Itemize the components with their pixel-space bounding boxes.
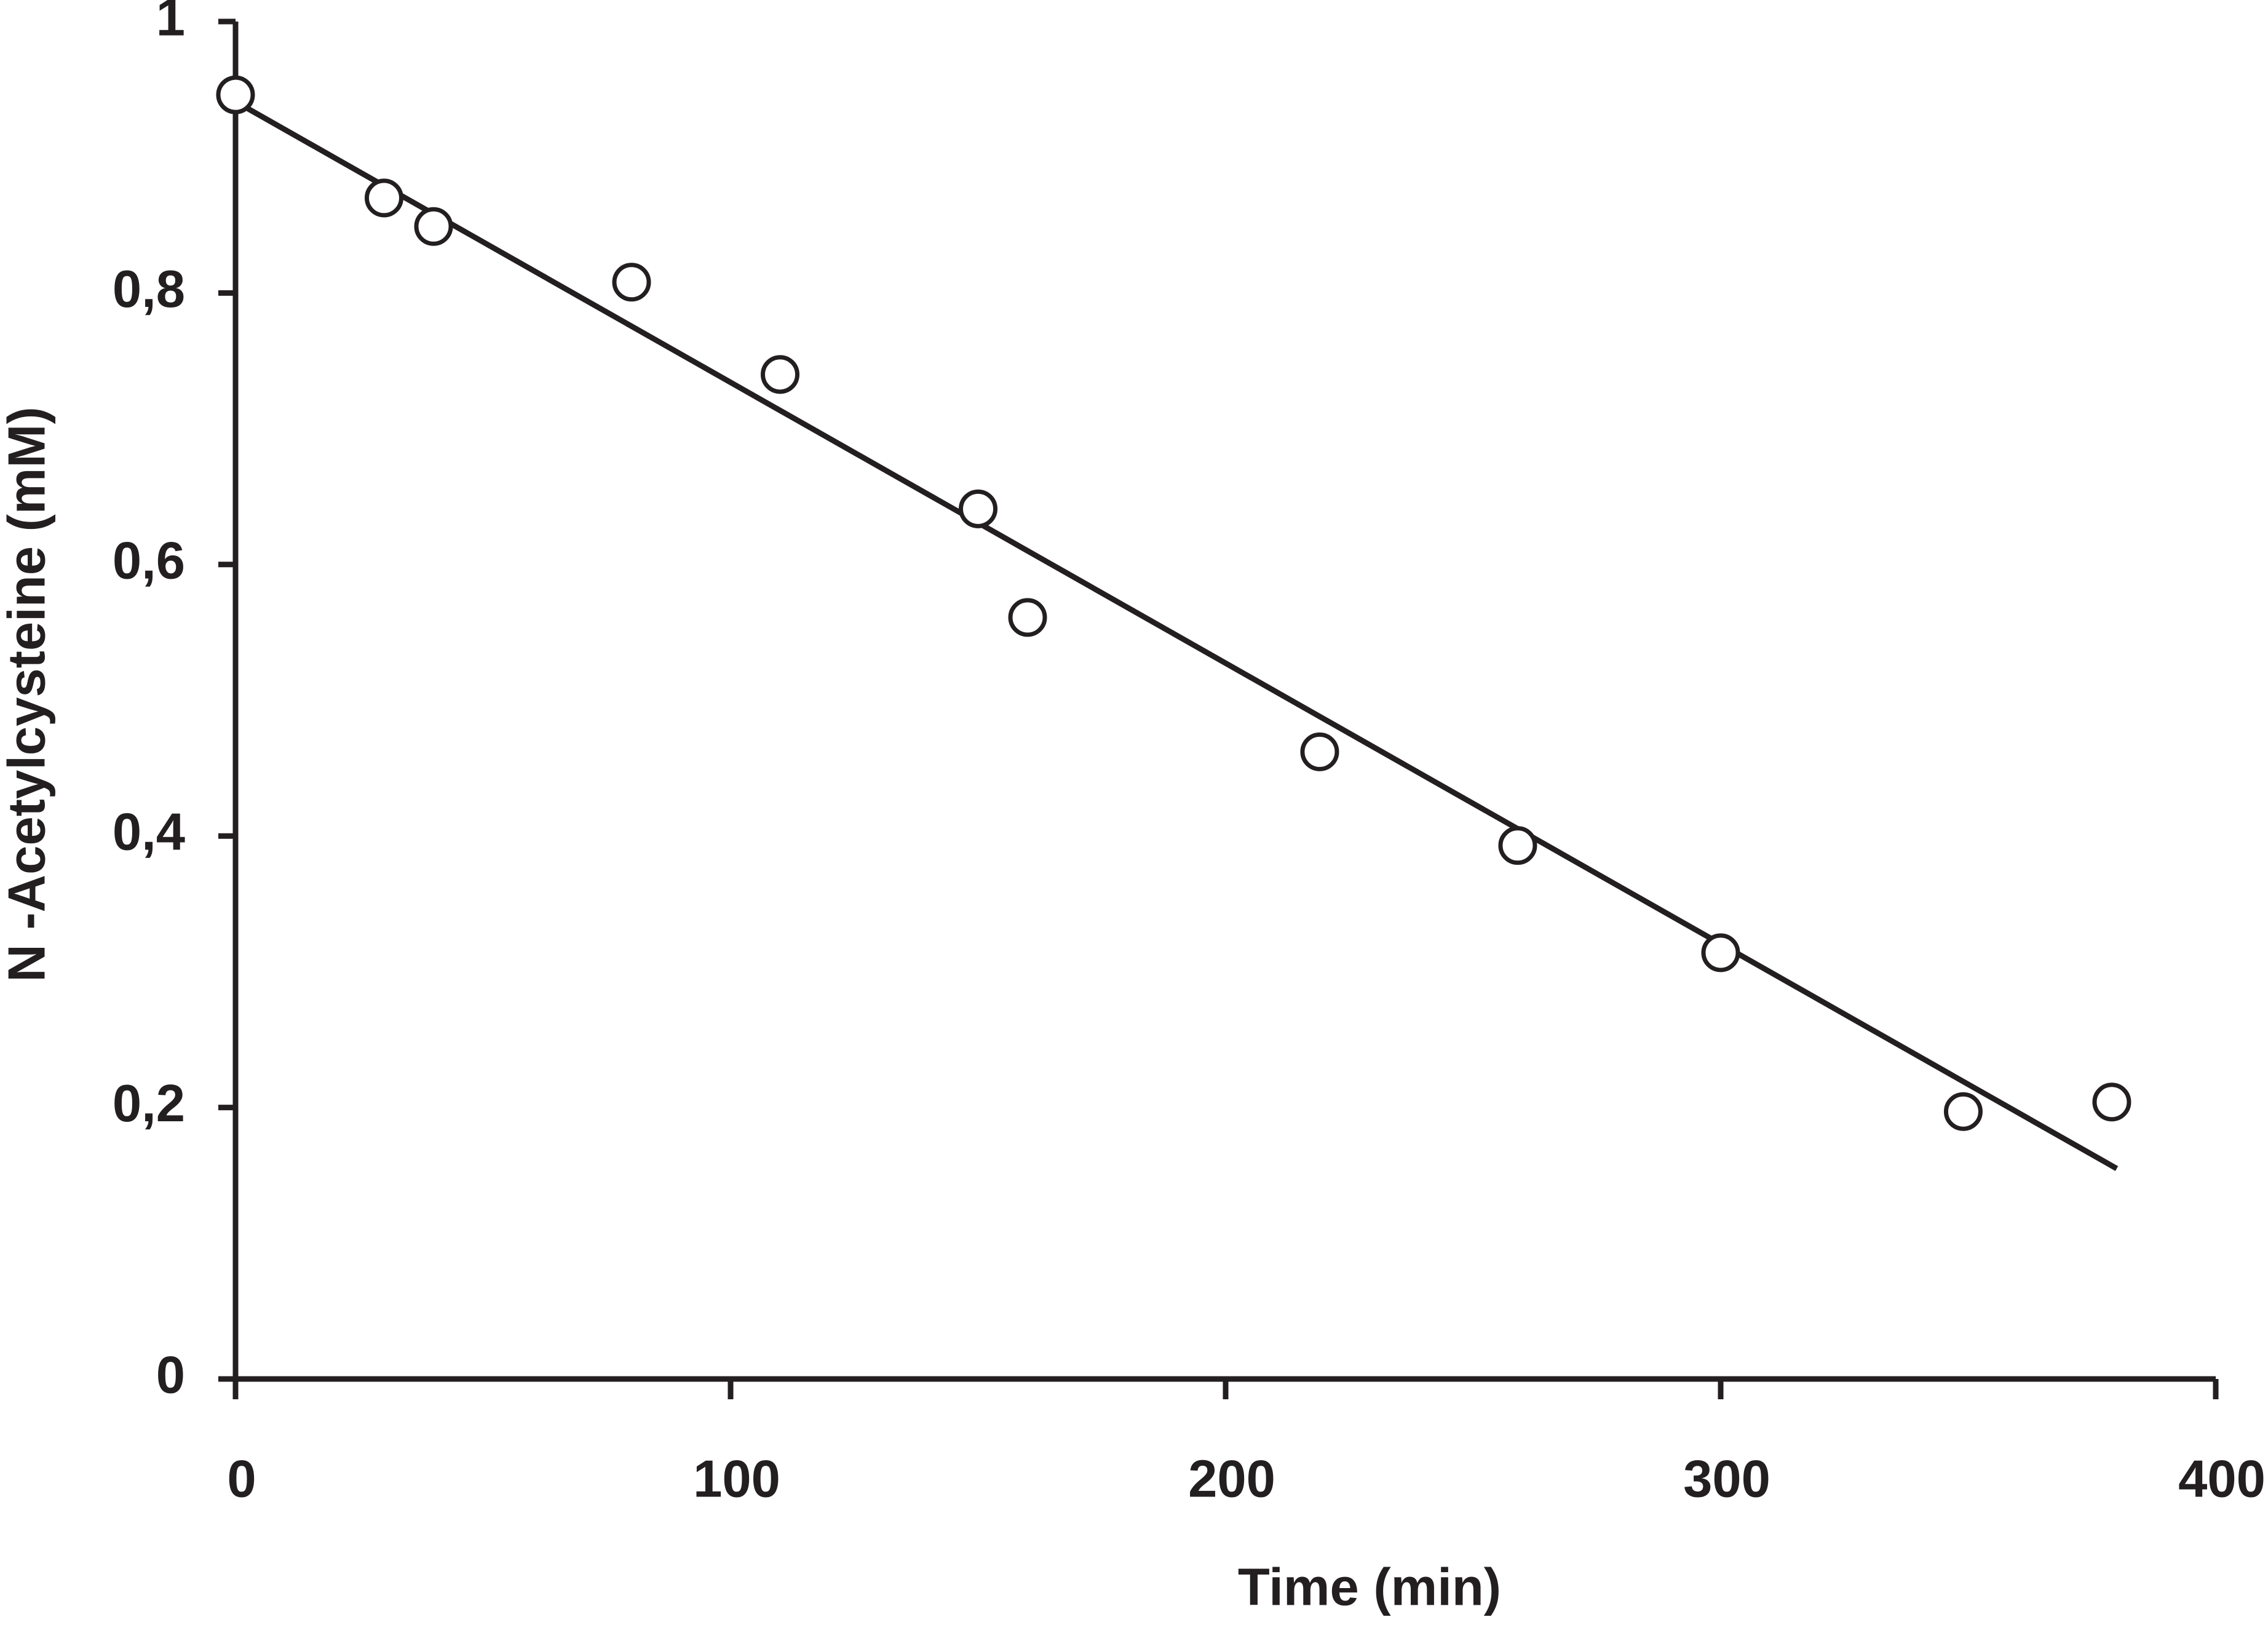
- data-point: [365, 178, 403, 218]
- data-point: [1300, 732, 1339, 771]
- data-point: [2092, 1083, 2131, 1122]
- x-tick-label: 0: [227, 1450, 256, 1508]
- data-point: [216, 75, 255, 114]
- data-point: [1701, 933, 1740, 972]
- y-tick-label: 0,4: [113, 803, 185, 862]
- x-tick-label: 300: [1683, 1450, 1770, 1508]
- x-tick-label: 200: [1188, 1450, 1275, 1508]
- data-point: [414, 207, 453, 246]
- data-point: [761, 355, 799, 394]
- y-tick-label: 0,8: [113, 260, 185, 319]
- data-point: [1498, 826, 1537, 865]
- data-point: [1943, 1092, 1983, 1131]
- data-point: [959, 489, 997, 528]
- data-point: [1008, 598, 1047, 637]
- x-tick-label: 100: [693, 1450, 780, 1508]
- x-tick-label: 400: [2178, 1450, 2266, 1508]
- data-point: [612, 263, 651, 302]
- y-tick-label: 1: [156, 0, 185, 47]
- y-tick-label: 0: [156, 1346, 185, 1404]
- y-tick-label: 0,2: [113, 1075, 185, 1133]
- fit-line: [234, 99, 2119, 1171]
- y-axis-label: N -Acetylcysteine (mM): [0, 407, 56, 982]
- y-tick-label: 0,6: [113, 531, 185, 590]
- x-axis-label: Time (min): [1238, 1558, 1501, 1616]
